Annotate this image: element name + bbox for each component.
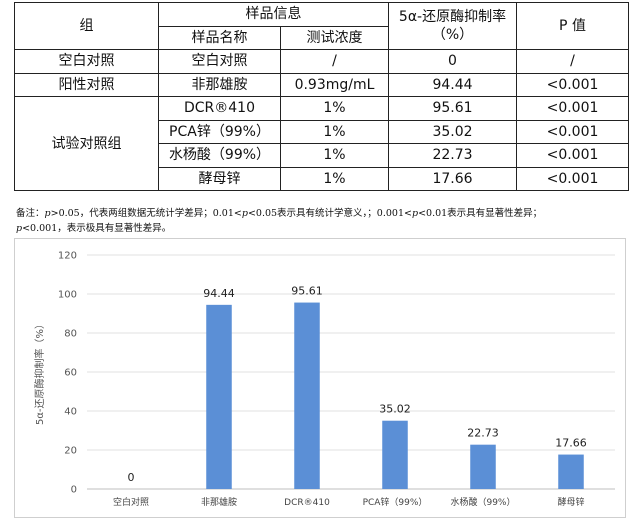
category-label: DCR®410 bbox=[284, 498, 330, 508]
data-label: 94.44 bbox=[203, 287, 235, 300]
cell-conc: / bbox=[280, 49, 389, 74]
cell-rate: 95.61 bbox=[388, 96, 517, 121]
cell-name: 酵母锌 bbox=[158, 166, 281, 191]
category-label: PCA锌（99%） bbox=[363, 496, 428, 508]
table-header-row: 组 样品信息 5α-还原酶抑制率（%） P 值 bbox=[14, 2, 629, 50]
cell-rate: 35.02 bbox=[388, 119, 517, 144]
results-table-container: 组 样品信息 5α-还原酶抑制率（%） P 值 样品名称 测试浓度 空白对照 空… bbox=[14, 2, 629, 191]
cell-name: DCR®410 bbox=[158, 96, 281, 121]
category-label: 水杨酸（99%） bbox=[450, 496, 515, 508]
cell-p: <0.001 bbox=[516, 72, 629, 97]
data-label: 35.02 bbox=[379, 403, 411, 416]
gridlines bbox=[87, 254, 615, 490]
note-p: p bbox=[241, 208, 248, 219]
table-row: 水杨酸（99%） 1% 22.73 <0.001 bbox=[15, 143, 629, 168]
cell-conc: 1% bbox=[280, 166, 389, 191]
y-tick-label: 20 bbox=[64, 446, 77, 457]
category-label: 非那雄胺 bbox=[201, 496, 237, 508]
table-row: 空白对照 空白对照 / 0 / bbox=[14, 49, 629, 74]
data-labels: 0 94.44 95.61 35.02 22.73 17.66 bbox=[128, 285, 587, 484]
category-labels: 空白对照 非那雄胺 DCR®410 PCA锌（99%） 水杨酸（99%） 酵母锌 bbox=[113, 496, 585, 508]
cell-name: 非那雄胺 bbox=[158, 72, 281, 97]
y-axis-label: 5α-还原酶抑制率（%） bbox=[33, 319, 46, 425]
results-table: 组 样品信息 5α-还原酶抑制率（%） P 值 样品名称 测试浓度 空白对照 空… bbox=[14, 2, 629, 191]
bar-chart: 0 20 40 60 80 100 120 0 94.44 95.61 35.02 22.73 17.… bbox=[33, 251, 615, 508]
header-sample-name: 样品名称 bbox=[158, 25, 281, 50]
note-p: p bbox=[44, 208, 51, 219]
y-tick-label: 80 bbox=[64, 329, 77, 340]
cell-name: PCA锌（99%） bbox=[158, 119, 281, 144]
bar-chart-frame: 0 20 40 60 80 100 120 0 94.44 95.61 35.02 22.73 17.… bbox=[14, 238, 626, 518]
header-p-value: P 值 bbox=[516, 2, 629, 50]
data-label: 0 bbox=[128, 471, 135, 484]
cell-conc: 0.93mg/mL bbox=[280, 72, 389, 97]
y-tick-label: 0 bbox=[71, 485, 77, 496]
cell-group: 试验对照组 bbox=[14, 96, 159, 191]
header-sample-info: 样品信息 bbox=[158, 2, 389, 27]
bar bbox=[206, 304, 232, 489]
header-inhibition: 5α-还原酶抑制率（%） bbox=[388, 2, 517, 50]
note-s1: >0.05，代表两组数据无统计学差异；0.01< bbox=[50, 208, 242, 219]
y-tick-label: 60 bbox=[64, 368, 77, 379]
y-tick-label: 40 bbox=[64, 407, 77, 418]
cell-name: 水杨酸（99%） bbox=[158, 143, 281, 168]
cell-conc: 1% bbox=[280, 143, 389, 168]
bar bbox=[382, 420, 408, 489]
cell-rate: 22.73 bbox=[388, 143, 517, 168]
header-group: 组 bbox=[14, 2, 159, 50]
y-tick-label: 120 bbox=[58, 251, 77, 262]
category-label: 空白对照 bbox=[113, 496, 149, 508]
cell-rate: 0 bbox=[388, 49, 517, 74]
category-label: 酵母锌 bbox=[557, 496, 584, 508]
table-subheader-row: 样品名称 测试浓度 bbox=[15, 25, 629, 50]
table-row: 酵母锌 1% 17.66 <0.001 bbox=[15, 166, 629, 191]
cell-name: 空白对照 bbox=[158, 49, 281, 74]
data-label: 17.66 bbox=[555, 437, 587, 450]
note-s4: <0.001，表示极具有显著性差异。 bbox=[22, 223, 172, 234]
bar bbox=[558, 454, 584, 489]
note-prefix: 备注： bbox=[16, 208, 45, 219]
table-footnote: 备注：p>0.05，代表两组数据无统计学差异；0.01<p<0.05表示具有统计… bbox=[16, 206, 626, 236]
bars bbox=[206, 302, 584, 489]
y-tick-label: 100 bbox=[58, 290, 77, 301]
table-row: 试验对照组 DCR®410 1% 95.61 <0.001 bbox=[14, 96, 629, 191]
cell-group: 阳性对照 bbox=[14, 72, 159, 97]
note-s2: <0.05表示具有统计学意义，；0.001< bbox=[247, 208, 412, 219]
note-p: p bbox=[16, 223, 23, 234]
table-row: 阳性对照 非那雄胺 0.93mg/mL 94.44 <0.001 bbox=[14, 72, 629, 97]
bar bbox=[470, 444, 496, 489]
data-label: 22.73 bbox=[467, 427, 499, 440]
data-label: 95.61 bbox=[291, 285, 323, 298]
y-tick-labels: 0 20 40 60 80 100 120 bbox=[58, 251, 77, 496]
cell-p: <0.001 bbox=[516, 166, 629, 191]
cell-p: <0.001 bbox=[516, 143, 629, 168]
cell-group: 空白对照 bbox=[14, 49, 159, 74]
cell-rate: 17.66 bbox=[388, 166, 517, 191]
cell-p: <0.001 bbox=[516, 119, 629, 144]
bar bbox=[294, 302, 320, 489]
header-test-conc: 测试浓度 bbox=[280, 25, 389, 50]
note-p: p bbox=[411, 208, 419, 219]
cell-conc: 1% bbox=[280, 119, 389, 144]
table-row: PCA锌（99%） 1% 35.02 <0.001 bbox=[15, 119, 629, 144]
cell-rate: 94.44 bbox=[388, 72, 517, 97]
cell-p: / bbox=[516, 49, 629, 74]
note-s3: <0.01表示具有显著性差异； bbox=[418, 208, 543, 219]
cell-conc: 1% bbox=[280, 96, 389, 121]
cell-p: <0.001 bbox=[516, 96, 629, 121]
